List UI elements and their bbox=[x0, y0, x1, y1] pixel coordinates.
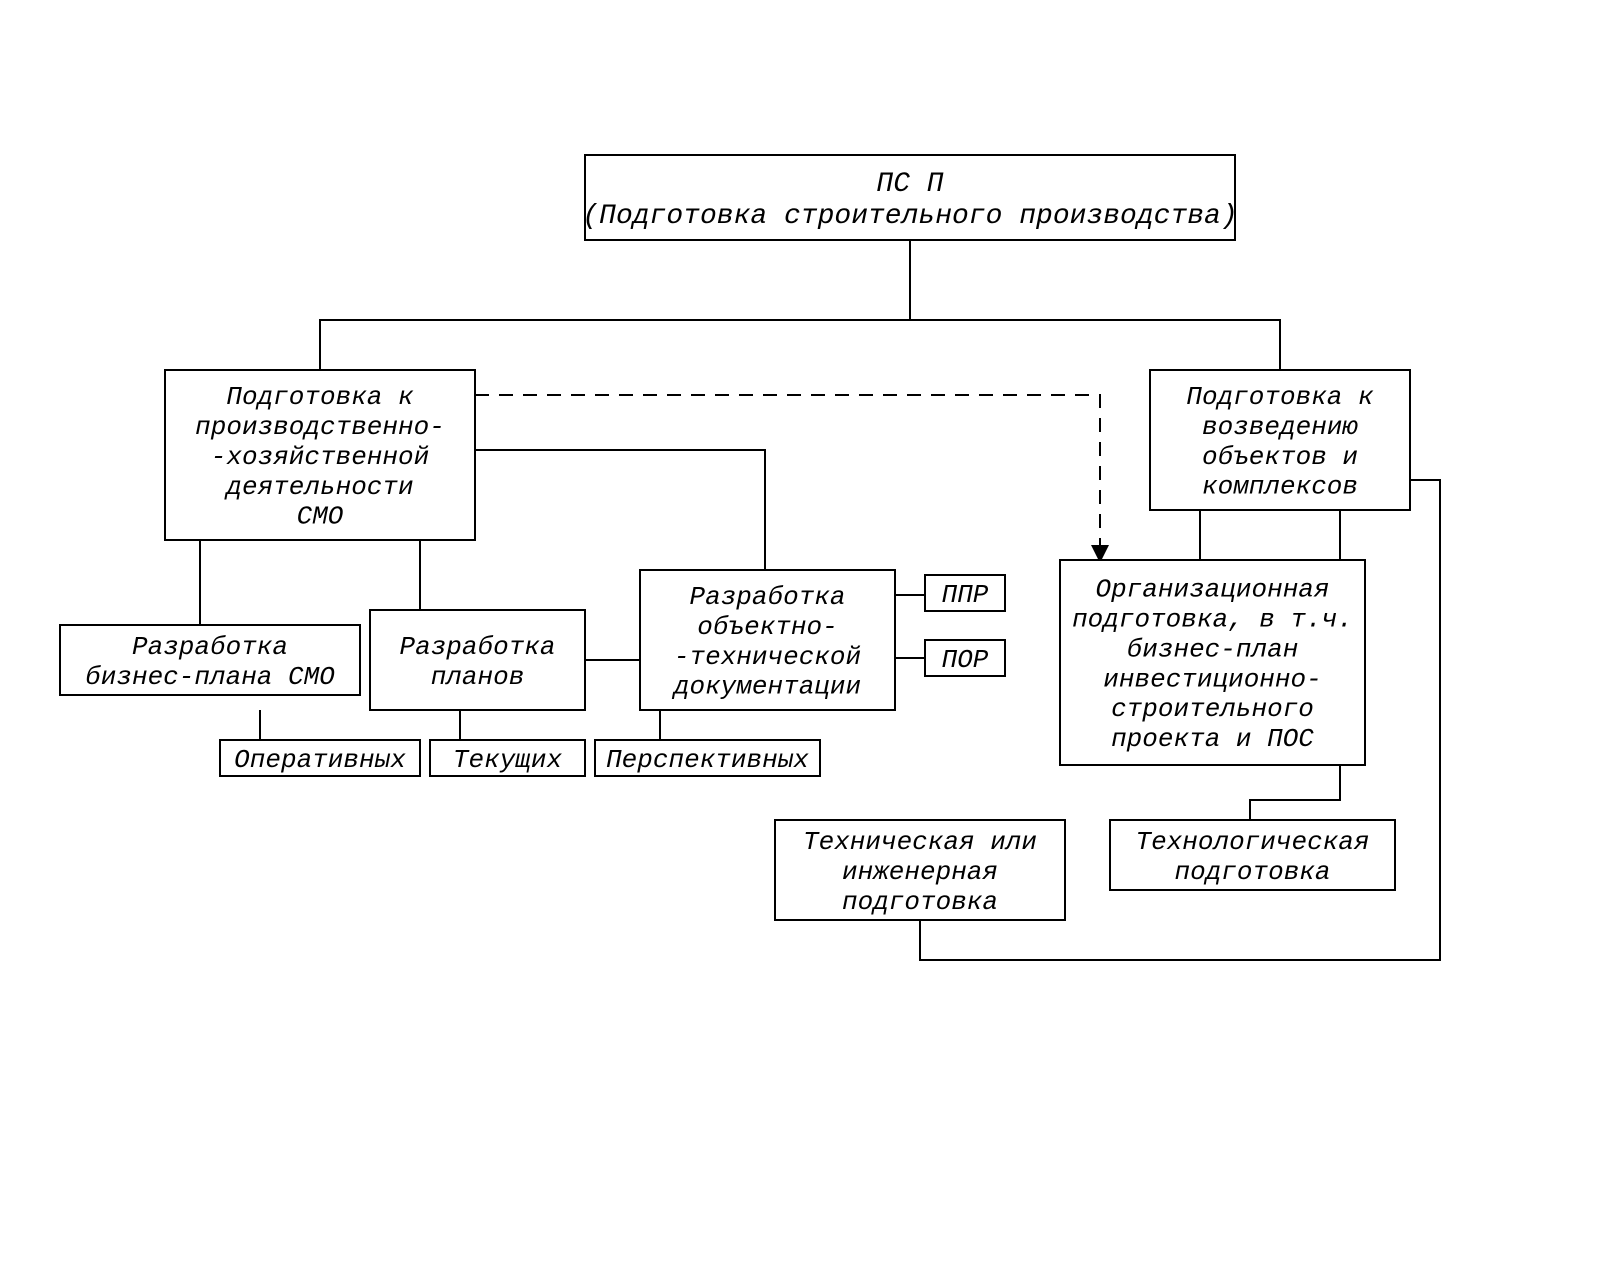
node-n_biz: Разработкабизнес-плана СМО bbox=[60, 625, 360, 695]
node-label: инженерная bbox=[842, 857, 998, 887]
node-label: строительного bbox=[1111, 694, 1314, 724]
node-n_por: ПОР bbox=[925, 640, 1005, 676]
node-label: ПОР bbox=[942, 645, 989, 675]
flowchart-canvas: ПС П(Подготовка строительного производст… bbox=[0, 0, 1600, 1280]
node-label: комплексов bbox=[1202, 472, 1358, 502]
node-label: подготовка bbox=[842, 887, 998, 917]
node-label: ПС П bbox=[876, 169, 943, 200]
edge bbox=[320, 240, 910, 370]
node-label: производственно- bbox=[195, 412, 445, 442]
node-label: Перспективных bbox=[606, 745, 809, 775]
node-n_ppr: ППР bbox=[925, 575, 1005, 611]
node-n_root: ПС П(Подготовка строительного производст… bbox=[582, 155, 1237, 240]
node-label: подготовка, в т.ч. bbox=[1072, 605, 1353, 635]
node-n_technol: Технологическаяподготовка bbox=[1110, 820, 1395, 890]
node-n_org: Организационнаяподготовка, в т.ч.бизнес-… bbox=[1060, 560, 1365, 765]
edge bbox=[475, 395, 1100, 560]
node-label: бизнес-плана СМО bbox=[85, 662, 335, 692]
node-n_persp: Перспективных bbox=[595, 740, 820, 776]
node-label: Подготовка к bbox=[1186, 382, 1374, 412]
node-label: объектно- bbox=[697, 612, 837, 642]
node-label: -технической bbox=[674, 642, 861, 672]
node-n_tech_eng: Техническая илиинженернаяподготовка bbox=[775, 820, 1065, 920]
edge bbox=[475, 450, 765, 570]
node-label: Подготовка к bbox=[226, 382, 414, 412]
node-label: СМО bbox=[297, 502, 344, 532]
node-label: объектов и bbox=[1202, 442, 1358, 472]
node-n_cur: Текущих bbox=[430, 740, 585, 776]
node-label: подготовка bbox=[1174, 857, 1330, 887]
node-label: Техническая или bbox=[803, 827, 1037, 857]
node-label: возведению bbox=[1202, 412, 1358, 442]
node-label: Разработка bbox=[399, 632, 555, 662]
node-label: Оперативных bbox=[234, 745, 406, 775]
node-label: Организационная bbox=[1095, 575, 1329, 605]
node-n_plans: Разработкапланов bbox=[370, 610, 585, 710]
edge bbox=[910, 320, 1280, 370]
node-n_left: Подготовка кпроизводственно--хозяйственн… bbox=[165, 370, 475, 540]
nodes-layer: ПС П(Подготовка строительного производст… bbox=[60, 155, 1410, 920]
node-label: деятельности bbox=[223, 472, 413, 502]
node-label: Технологическая bbox=[1135, 827, 1369, 857]
node-label: инвестиционно- bbox=[1103, 664, 1321, 694]
node-label: ППР bbox=[942, 580, 989, 610]
node-label: Разработка bbox=[689, 582, 845, 612]
node-label: документации bbox=[671, 672, 861, 702]
node-n_oper: Оперативных bbox=[220, 740, 420, 776]
node-label: (Подготовка строительного производства) bbox=[582, 201, 1237, 232]
node-label: Разработка bbox=[132, 632, 288, 662]
node-label: планов bbox=[431, 662, 525, 692]
node-n_right: Подготовка квозведениюобъектов икомплекс… bbox=[1150, 370, 1410, 510]
node-label: проекта и ПОС bbox=[1111, 724, 1314, 754]
node-label: бизнес-план bbox=[1127, 634, 1299, 664]
node-n_docs: Разработкаобъектно--техническойдокумента… bbox=[640, 570, 895, 710]
node-label: Текущих bbox=[453, 745, 563, 775]
node-label: -хозяйственной bbox=[211, 442, 429, 472]
